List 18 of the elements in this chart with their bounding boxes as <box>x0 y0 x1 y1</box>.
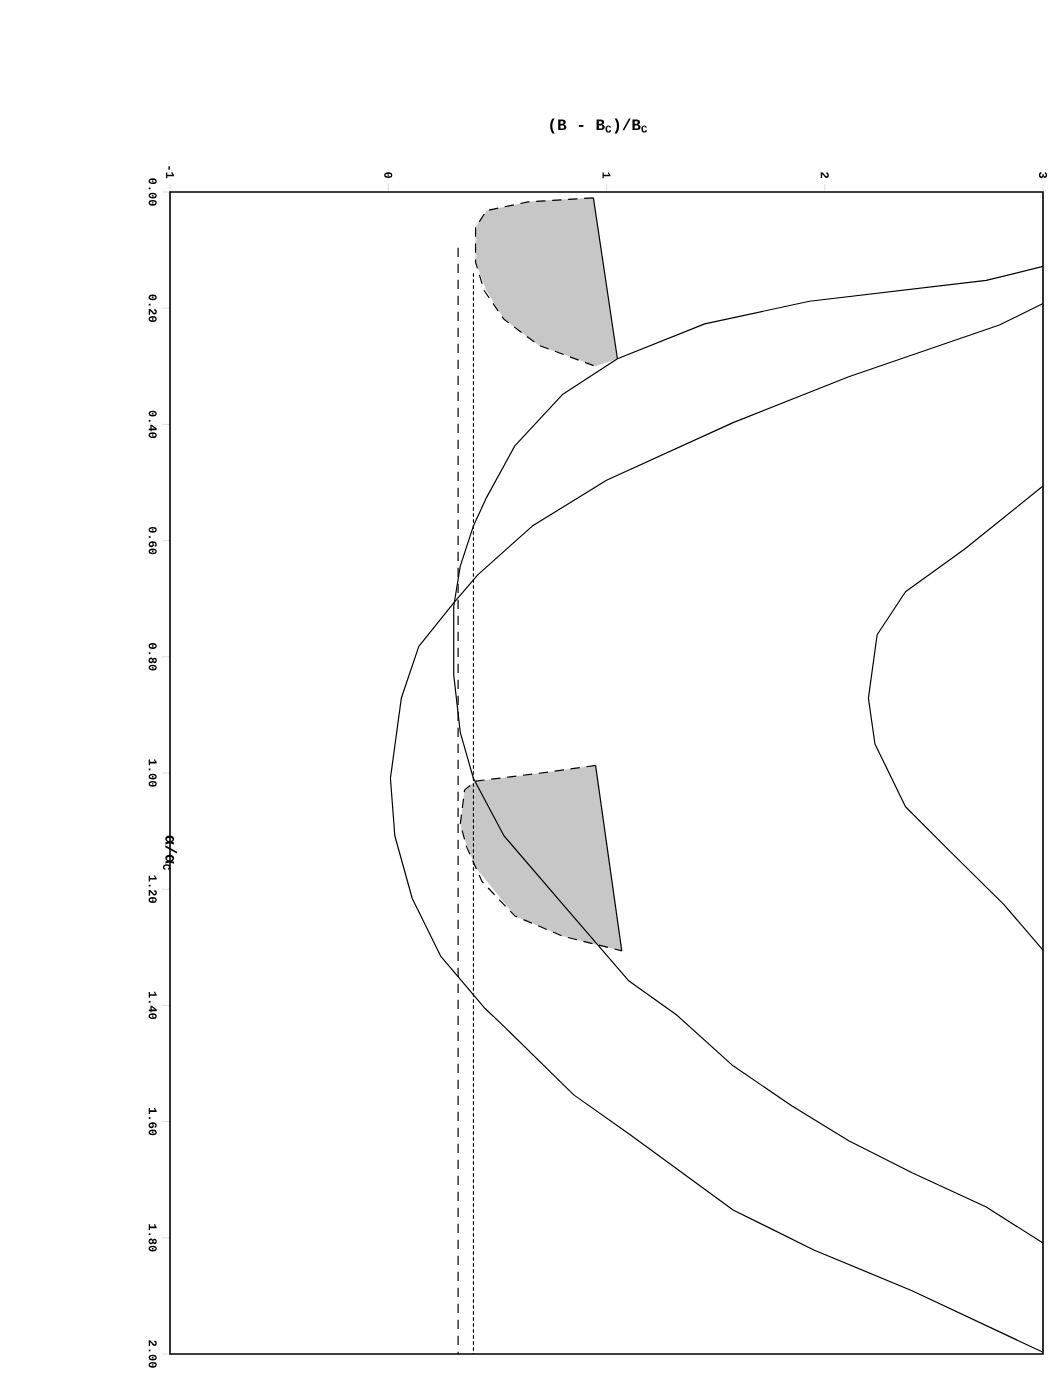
y-axis-title: α/α$_{C}$ <box>162 835 178 870</box>
x-tick-label: 2 <box>820 172 829 179</box>
y-tick-label: 1.80 <box>148 1224 157 1252</box>
y-tick-label: 0.00 <box>148 178 157 206</box>
x-tick-label: 3 <box>1038 172 1048 179</box>
y-tick-label: 2.00 <box>148 1340 157 1368</box>
y-tick-label: 0.80 <box>148 643 157 671</box>
x-axis-title: (B - B$_{C}$)/B$_{C}$ <box>550 118 648 134</box>
y-tick-label: 1.40 <box>148 991 157 1020</box>
x-tick-label: 0 <box>384 172 393 179</box>
y-tick-label: 0.60 <box>148 526 157 555</box>
x-tick-label: 1 <box>602 172 611 179</box>
y-tick-label: 1.20 <box>148 875 157 903</box>
x-tick-label: -1 <box>166 166 174 179</box>
y-tick-label: 0.20 <box>148 294 157 322</box>
y-tick-label: 1.60 <box>148 1108 157 1136</box>
y-tick-label: 1.00 <box>148 759 157 787</box>
y-tick-label: 0.40 <box>148 410 157 439</box>
